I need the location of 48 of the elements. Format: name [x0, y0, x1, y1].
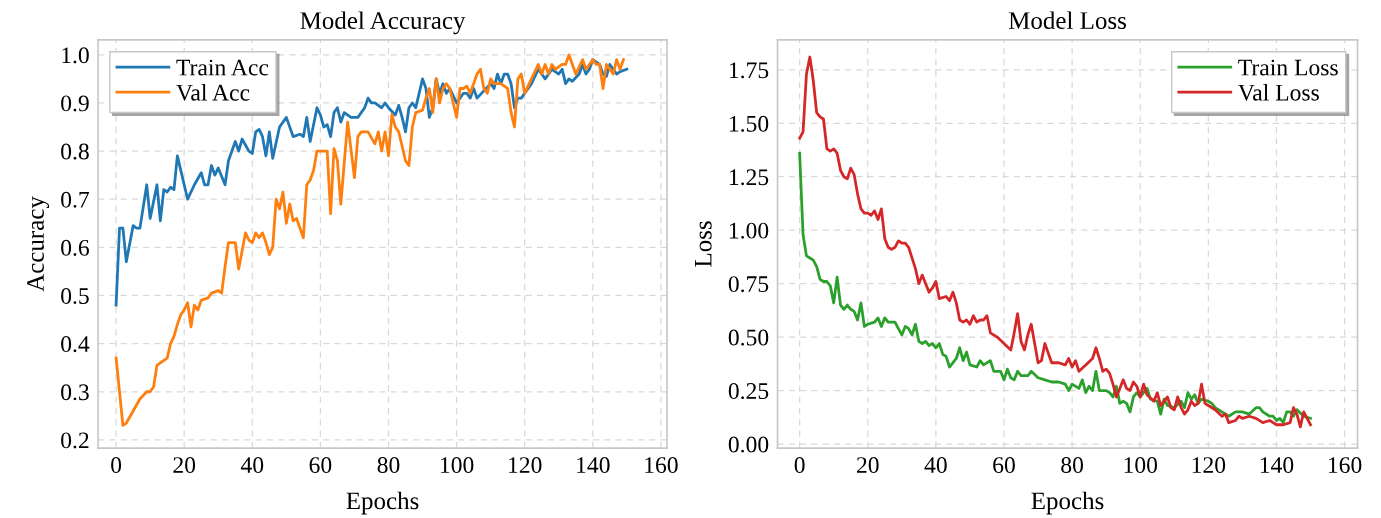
x-tick-label: 120 [509, 457, 542, 474]
line-series [114, 53, 625, 427]
chart-title: Model Accuracy [300, 11, 466, 35]
x-axis-title: Epochs [346, 491, 419, 515]
x-tick-label: 140 [577, 457, 610, 474]
y-tick-label: 1.00 [729, 222, 769, 239]
x-tick-label: 100 [440, 457, 474, 474]
y-tick-label: 0.5 [61, 287, 89, 305]
line-series [114, 58, 629, 307]
x-tick-label: 140 [1260, 457, 1294, 474]
x-tick-label: 40 [240, 457, 264, 474]
y-tick-label: 1.75 [729, 62, 769, 79]
x-tick-label: 20 [856, 457, 879, 474]
y-tick-label: 0.8 [61, 143, 89, 160]
y-tick-label: 0.50 [728, 329, 769, 346]
x-tick-label: 80 [377, 457, 400, 474]
legend-label: Val Loss [1238, 84, 1319, 101]
y-tick-label: 0.9 [61, 95, 89, 112]
chart-title: Model Loss [1008, 11, 1126, 30]
y-axis-title: Accuracy [27, 196, 50, 292]
legend-label: Train Loss [1238, 59, 1338, 76]
y-tick-label: 0.7 [61, 191, 90, 208]
y-axis-title: Loss [695, 221, 712, 267]
y-tick-label: 0.75 [728, 276, 769, 293]
y-tick-label: 1.0 [62, 47, 89, 64]
x-tick-label: 60 [309, 457, 332, 474]
x-tick-label: 20 [173, 457, 196, 474]
y-tick-label: 0.2 [61, 432, 89, 449]
y-tick-label: 1.25 [729, 169, 769, 186]
x-tick-label: 120 [1192, 457, 1226, 474]
x-tick-label: 160 [1328, 457, 1362, 474]
y-tick-label: 0.25 [728, 383, 769, 400]
legend-label: Train Acc [176, 59, 269, 76]
x-axis-title: Epochs [1031, 491, 1104, 515]
y-tick-label: 0.00 [728, 436, 769, 453]
x-tick-label: 100 [1124, 457, 1158, 474]
x-tick-label: 0 [794, 457, 805, 474]
y-tick-label: 0.3 [61, 384, 89, 401]
line-series [798, 151, 1312, 425]
x-tick-label: 0 [111, 457, 122, 474]
legend-label: Val Acc [176, 84, 250, 101]
y-tick-label: 0.6 [61, 239, 90, 256]
x-tick-label: 40 [924, 457, 947, 474]
x-tick-label: 60 [993, 457, 1015, 474]
x-tick-label: 80 [1061, 457, 1084, 474]
y-tick-label: 1.50 [729, 115, 769, 132]
x-tick-label: 160 [645, 457, 678, 474]
y-tick-label: 0.4 [61, 336, 90, 353]
